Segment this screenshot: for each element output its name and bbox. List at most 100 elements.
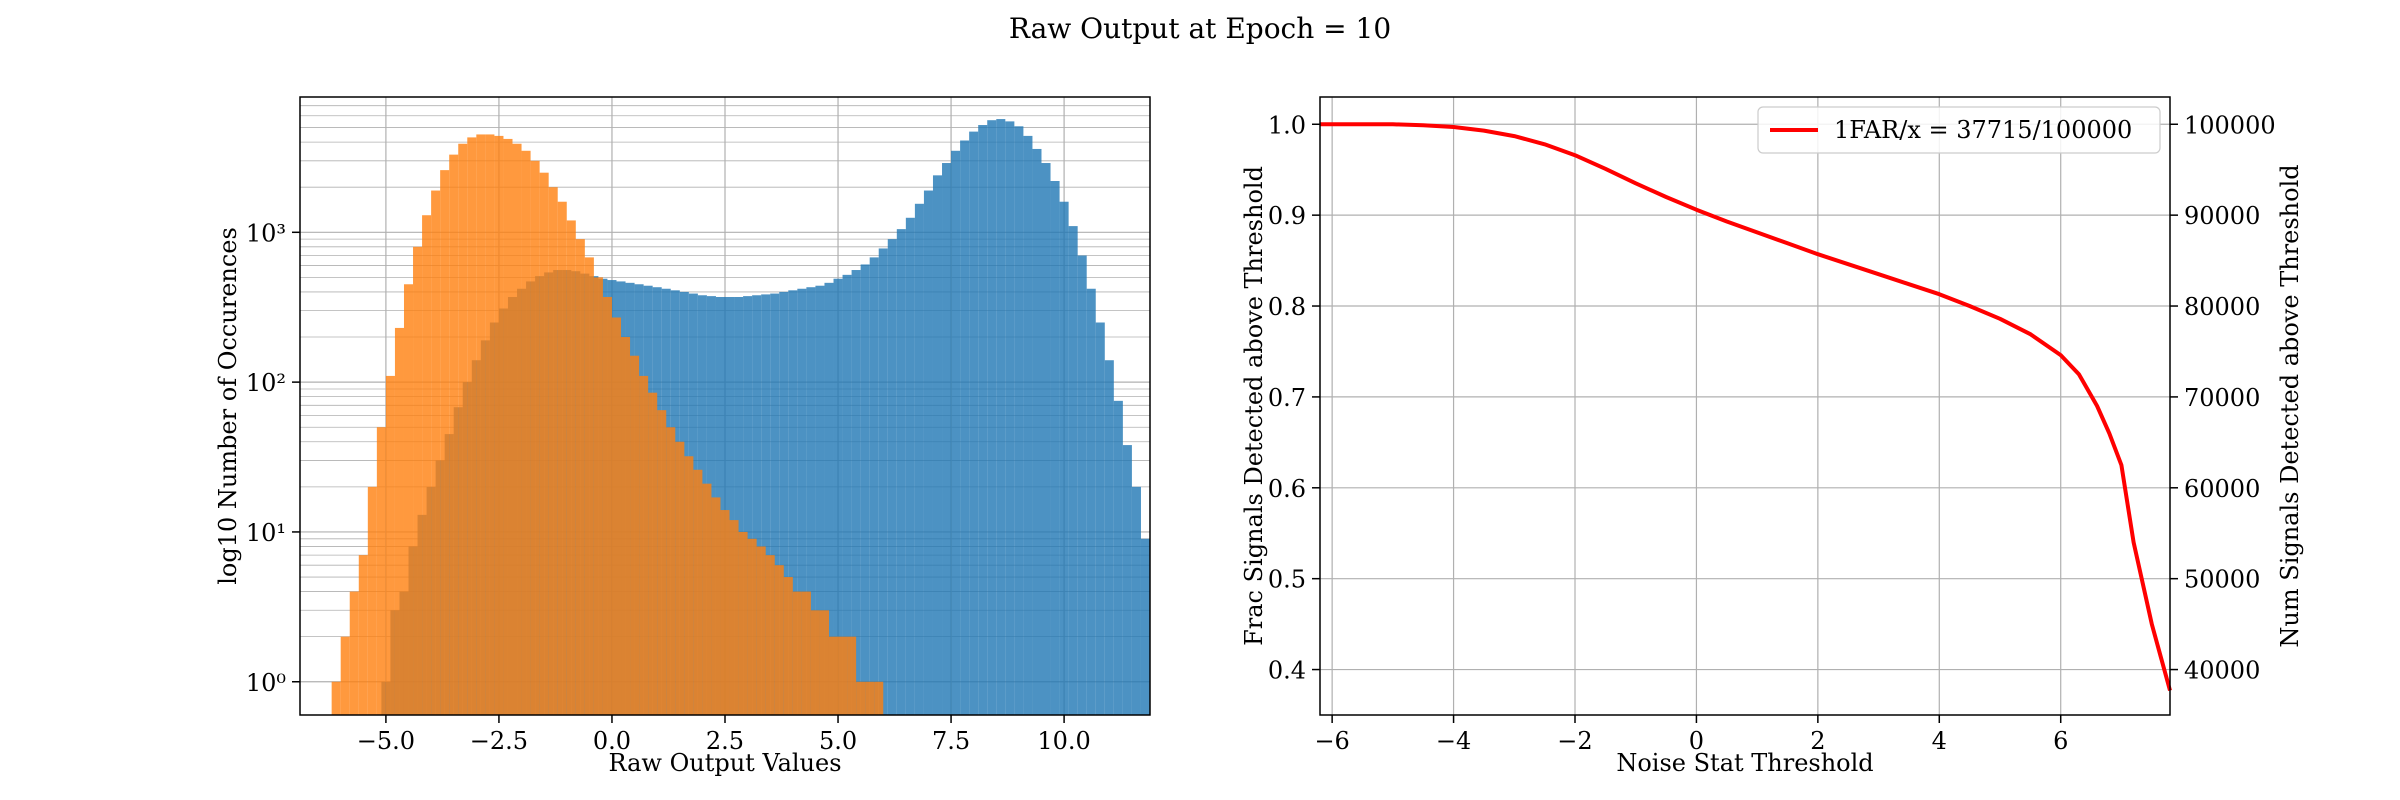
histogram-bar <box>923 190 933 715</box>
histogram-bar <box>828 636 839 715</box>
histogram-bar <box>349 591 359 715</box>
histogram-bar <box>575 239 585 715</box>
histogram-bar <box>1113 400 1123 715</box>
histogram-bar <box>720 510 730 715</box>
y-tick-label-right: 50000 <box>2184 566 2260 594</box>
histogram-bar <box>340 636 350 715</box>
y-tick-label: 0.9 <box>1268 202 1306 230</box>
histogram-bar <box>494 135 504 715</box>
histogram-bar <box>860 264 870 715</box>
histogram-bar <box>878 248 888 715</box>
histogram-bar <box>725 296 735 715</box>
y-tick-label: 1.0 <box>1268 111 1306 139</box>
histogram-x-label: Raw Output Values <box>608 749 841 777</box>
y-tick-label: 10¹ <box>246 519 286 547</box>
histogram-bar <box>413 246 423 715</box>
histogram-bar <box>657 410 667 715</box>
histogram-bar <box>851 270 861 715</box>
y-tick-label: 10² <box>246 369 286 397</box>
y-tick-label: 0.4 <box>1268 657 1306 685</box>
histogram-bar <box>792 591 802 715</box>
histogram-bar <box>743 296 753 715</box>
histogram-bar <box>530 160 540 716</box>
histogram-bar <box>1104 360 1114 715</box>
x-tick-label: 0 <box>1689 727 1704 755</box>
histogram-bar <box>797 288 807 715</box>
histogram-bar <box>394 327 404 715</box>
x-tick-label: 2.5 <box>706 727 744 755</box>
histogram-bar <box>711 497 721 715</box>
histogram-bar <box>422 215 432 715</box>
histogram-bar <box>1014 126 1024 716</box>
histogram-bar <box>675 441 685 715</box>
histogram-bar <box>1032 148 1042 716</box>
detection-y-label-left: Frac Signals Detected above Threshold <box>1240 166 1268 646</box>
detection-curve-panel: −6 −4 −2 0 2 4 6 0.4 0.5 0.6 0.7 0.8 0.9 1.0 40000 50… <box>1240 96 2304 777</box>
detection-y-ticks-left: 0.4 0.5 0.6 0.7 0.8 0.9 1.0 <box>1268 111 1320 685</box>
histogram-bar <box>815 285 825 715</box>
histogram-x-ticks: −5.0 −2.5 0.0 2.5 5.0 7.5 10.0 <box>357 715 1091 755</box>
histogram-bar <box>1095 322 1105 715</box>
histogram-bar <box>1041 163 1051 715</box>
histogram-bar <box>765 555 775 715</box>
histogram-bar <box>838 636 848 715</box>
histogram-bar <box>842 274 852 715</box>
histogram-bar <box>847 636 857 715</box>
y-tick-label-right: 90000 <box>2184 202 2260 230</box>
histogram-bar <box>1131 486 1141 715</box>
histogram-bar <box>969 131 979 716</box>
histogram-bar <box>951 150 961 715</box>
histogram-bar <box>960 140 970 716</box>
histogram-bar <box>331 681 341 715</box>
x-tick-label: −6 <box>1314 727 1349 755</box>
histogram-bar <box>566 220 576 715</box>
y-tick-label: 0.6 <box>1268 475 1306 503</box>
y-tick-label-right: 80000 <box>2184 293 2260 321</box>
histogram-bar <box>602 296 612 715</box>
histogram-y-label: log10 Number of Occurences <box>214 227 242 585</box>
histogram-bar <box>810 610 820 715</box>
histogram-bar <box>747 538 757 715</box>
histogram-bar <box>801 591 811 715</box>
histogram-bar <box>942 163 952 715</box>
histogram-bar <box>476 134 486 715</box>
y-tick-label-right: 100000 <box>2184 111 2276 139</box>
histogram-bar <box>1068 226 1078 715</box>
histogram-bar <box>806 287 816 715</box>
histogram-bar <box>756 546 766 715</box>
histogram-bar <box>729 520 739 715</box>
histogram-bar <box>819 610 829 715</box>
histogram-bar <box>856 681 866 715</box>
detection-x-label: Noise Stat Threshold <box>1616 749 1873 777</box>
histogram-bar <box>611 317 622 715</box>
histogram-bar <box>1122 445 1132 715</box>
histogram-bar <box>1077 255 1087 715</box>
x-tick-label: 10.0 <box>1037 727 1090 755</box>
detection-x-ticks: −6 −4 −2 0 2 4 6 <box>1314 715 2068 755</box>
histogram-bar <box>914 203 924 715</box>
x-tick-label: 6 <box>2053 727 2068 755</box>
histogram-bar <box>996 119 1006 715</box>
x-tick-label: 5.0 <box>819 727 857 755</box>
y-tick-label: 0.5 <box>1268 566 1306 594</box>
histogram-bar <box>521 150 531 715</box>
histogram-bar <box>987 120 997 716</box>
histogram-bar <box>978 125 988 715</box>
histogram-bar <box>358 555 368 715</box>
histogram-bar <box>1005 121 1015 715</box>
x-tick-label: −2.5 <box>470 727 528 755</box>
detection-legend: 1FAR/x = 37715/100000 <box>1757 106 2161 154</box>
histogram-bar <box>431 190 441 715</box>
detection-frame <box>1319 96 2171 716</box>
histogram-bar <box>512 143 522 715</box>
histogram-bar <box>639 375 649 715</box>
detection-grid <box>1320 97 2170 715</box>
histogram-bar <box>932 175 943 716</box>
histogram-bar <box>367 486 377 715</box>
detection-y-label-right: Num Signals Detected above Threshold <box>2276 164 2304 647</box>
y-tick-label: 0.7 <box>1268 384 1306 412</box>
histogram-bar <box>874 681 884 715</box>
histogram-bar <box>1023 135 1033 715</box>
y-tick-label-right: 60000 <box>2184 475 2260 503</box>
